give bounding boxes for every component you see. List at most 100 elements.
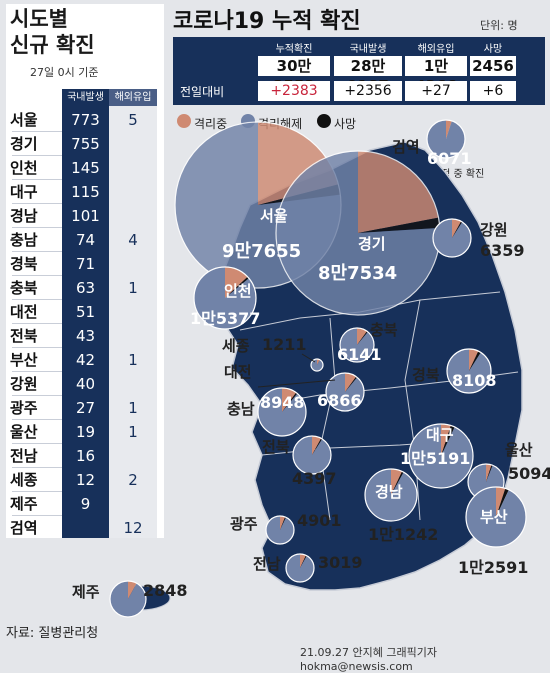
pie-outline bbox=[310, 358, 324, 372]
row-domestic-value: 27 bbox=[75, 399, 96, 417]
source-text: 자료: 질병관리청 bbox=[6, 626, 99, 641]
row-region-name: 경북 bbox=[10, 255, 38, 273]
slice-released bbox=[466, 487, 527, 547]
summary-diff-domestic: +2356 bbox=[334, 81, 402, 101]
pie-outline bbox=[265, 515, 295, 545]
slice-released bbox=[109, 581, 146, 618]
slice-isolating bbox=[496, 487, 506, 517]
slice-released bbox=[286, 554, 315, 582]
row-domestic-value: 19 bbox=[75, 423, 96, 441]
pie-region-name: 경남 bbox=[375, 483, 403, 501]
row-domestic-value: 9 bbox=[80, 495, 91, 513]
slice-isolating bbox=[469, 348, 479, 371]
slice-released bbox=[266, 516, 295, 544]
slice-death bbox=[452, 221, 463, 238]
pie-인천 bbox=[193, 266, 257, 330]
pie-total-value: 8108 bbox=[452, 371, 497, 390]
pie-충북 bbox=[339, 327, 375, 363]
unit-label: 단위: 명 bbox=[480, 19, 518, 32]
row-domestic-value: 42 bbox=[75, 351, 96, 369]
pie-total-value: 2848 bbox=[143, 581, 188, 600]
slice-released bbox=[409, 424, 473, 489]
pie-total-value: 1만2591 bbox=[458, 558, 529, 577]
slice-isolating bbox=[358, 151, 439, 233]
legend-label-isolating: 격리중 bbox=[194, 117, 228, 131]
pie-대전 bbox=[325, 372, 365, 412]
pie-region-name: 서울 bbox=[260, 207, 288, 225]
row-divider bbox=[12, 467, 62, 468]
slice-death bbox=[496, 488, 509, 517]
row-divider bbox=[12, 131, 62, 132]
row-overseas-value: 1 bbox=[128, 399, 138, 417]
row-overseas-value: 4 bbox=[128, 231, 138, 249]
row-region-name: 경기 bbox=[10, 135, 38, 153]
slice-death bbox=[469, 351, 481, 371]
row-domestic-value: 63 bbox=[75, 279, 96, 297]
row-region-name: 세종 bbox=[10, 471, 38, 489]
row-divider bbox=[12, 491, 62, 492]
pie-region-name: 전남 bbox=[253, 555, 281, 573]
row-region-name: 전북 bbox=[10, 327, 38, 345]
row-divider bbox=[12, 299, 62, 300]
summary-label-overseas: 해외유입 bbox=[417, 44, 455, 55]
row-domestic-value: 16 bbox=[75, 447, 96, 465]
credit-text: 21.09.27 안지혜 그래픽기자 hokma@newsis.com bbox=[300, 646, 437, 673]
slice-isolating bbox=[441, 424, 451, 456]
row-divider bbox=[12, 203, 62, 204]
pie-outline bbox=[426, 119, 466, 159]
slice-isolating bbox=[357, 328, 367, 345]
pie-region-name: 인천 bbox=[224, 282, 252, 300]
row-region-name: 대전 bbox=[10, 303, 38, 321]
pie-total-value: 8948 bbox=[260, 393, 305, 412]
pie-outline bbox=[109, 580, 147, 618]
pie-광주 bbox=[265, 515, 295, 545]
row-domestic-value: 101 bbox=[71, 207, 100, 225]
pie-검역 bbox=[426, 119, 466, 159]
summary-label-total: 누적확진 bbox=[275, 44, 313, 55]
row-domestic-value: 12 bbox=[75, 471, 96, 489]
row-overseas-value: 12 bbox=[123, 519, 143, 537]
slice-isolating bbox=[391, 469, 403, 495]
slice-isolating bbox=[452, 219, 462, 238]
row-divider bbox=[12, 419, 62, 420]
pie-total-value: 4397 bbox=[292, 469, 337, 488]
slice-death bbox=[300, 555, 307, 568]
pie-region-name: 세종 bbox=[222, 337, 250, 355]
row-region-name: 광주 bbox=[10, 399, 38, 417]
pie-경기 bbox=[275, 150, 441, 316]
slice-death bbox=[225, 276, 249, 298]
slice-death bbox=[391, 471, 404, 495]
pie-region-name: 울산 bbox=[505, 441, 533, 459]
pie-경남 bbox=[364, 468, 418, 522]
pie-outline bbox=[257, 387, 307, 437]
pie-region-name: 경기 bbox=[358, 235, 386, 253]
pie-region-name: 전북 bbox=[262, 438, 290, 456]
row-divider bbox=[12, 227, 62, 228]
row-region-name: 전남 bbox=[10, 447, 38, 465]
slice-death bbox=[358, 217, 440, 233]
summary-diff-total: +2383 bbox=[258, 81, 330, 101]
pie-전남 bbox=[285, 553, 315, 583]
row-divider bbox=[12, 275, 62, 276]
row-domestic-value: 145 bbox=[71, 159, 100, 177]
pie-region-name: 대전 bbox=[224, 363, 252, 381]
slice-released bbox=[325, 373, 364, 411]
pie-total-value: 6071 bbox=[427, 149, 472, 168]
slice-released bbox=[275, 151, 440, 315]
row-divider bbox=[12, 515, 62, 516]
row-divider bbox=[12, 443, 62, 444]
slice-death bbox=[441, 425, 455, 456]
row-divider bbox=[12, 251, 62, 252]
pie-total-value: 6359 bbox=[480, 241, 525, 260]
pie-부산 bbox=[465, 486, 527, 548]
pie-layer bbox=[109, 119, 527, 618]
row-overseas-value: 2 bbox=[128, 471, 138, 489]
pie-region-name: 광주 bbox=[230, 515, 258, 533]
slice-released bbox=[365, 469, 417, 521]
row-domestic-value: 51 bbox=[75, 303, 96, 321]
pie-경북 bbox=[446, 348, 492, 394]
slice-released bbox=[311, 359, 324, 371]
slice-isolating bbox=[345, 373, 357, 392]
pie-total-value: 9만7655 bbox=[222, 241, 302, 262]
